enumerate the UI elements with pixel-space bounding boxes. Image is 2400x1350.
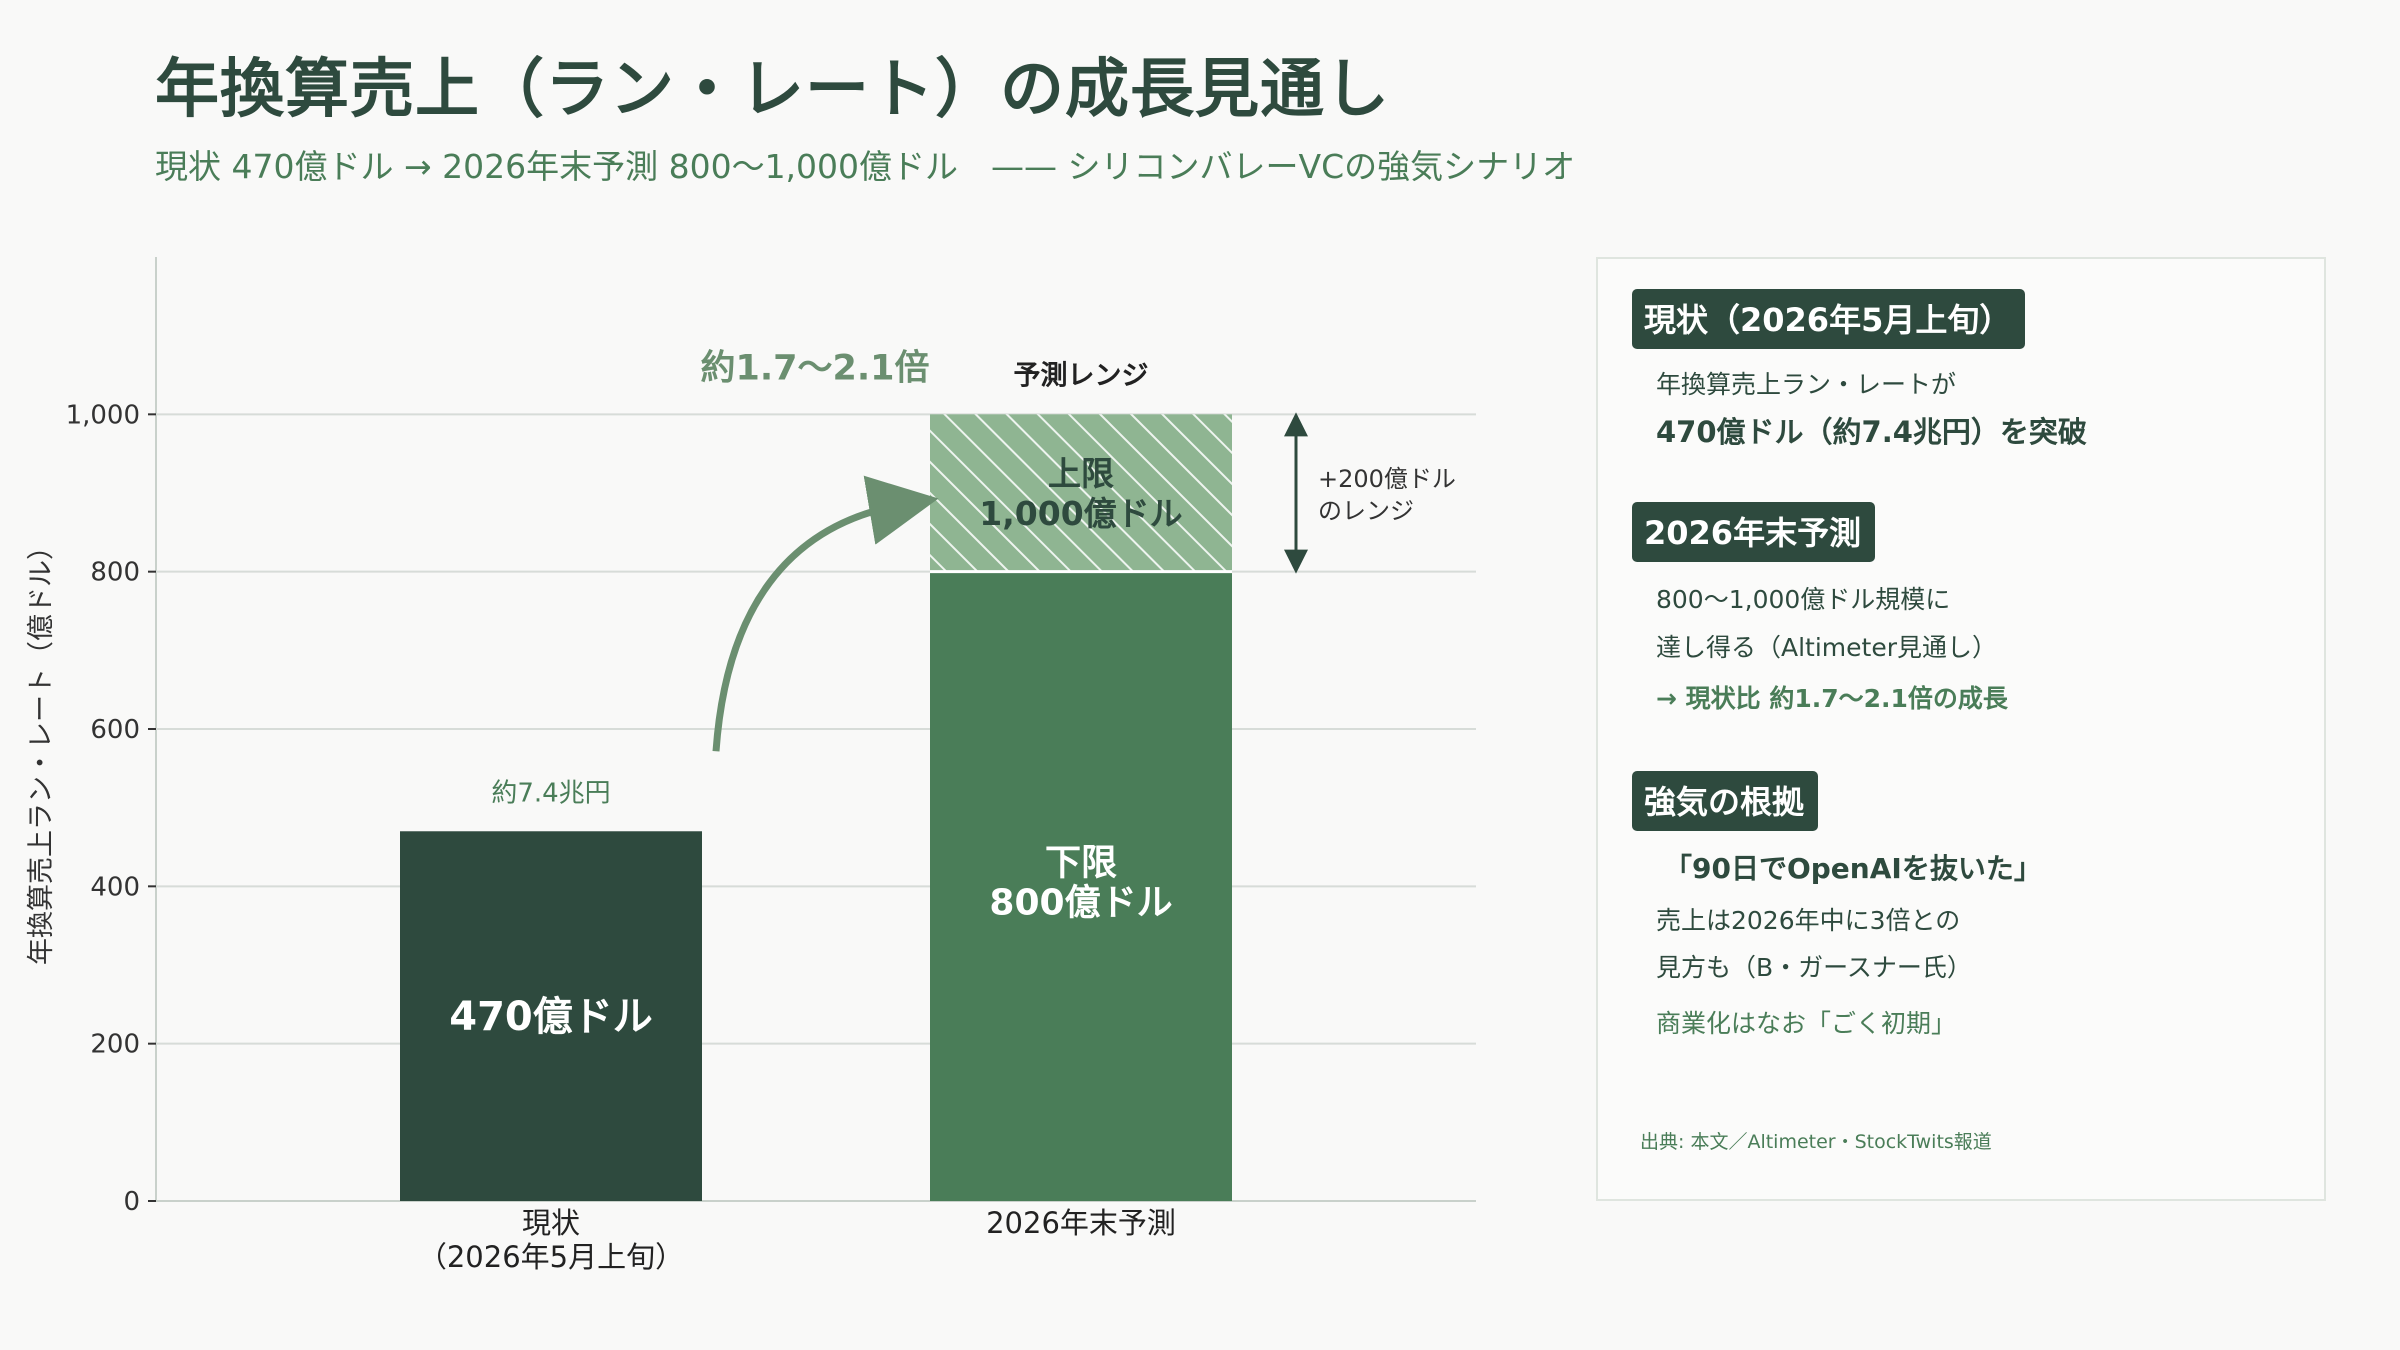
- data-label-current-yen: 約7.4兆円: [491, 778, 610, 808]
- y-tick-label: 200: [90, 1030, 140, 1060]
- section-badge-forecast: 2026年末予測: [1632, 502, 1876, 562]
- forecast-text-line-1: 800〜1,000億ドル規模に: [1656, 585, 1951, 614]
- y-axis-label: 年換算売上ラン・レート（億ドル）: [26, 533, 57, 965]
- reason-text-line-1: 売上は2026年中に3倍との: [1656, 906, 1961, 935]
- bar-forecast-range: [930, 414, 1232, 572]
- page-subtitle: 現状 470億ドル → 2026年末予測 800〜1,000億ドル —— シリコ…: [155, 147, 1576, 186]
- y-tick-label: 600: [90, 715, 140, 745]
- range-header-label: 予測レンジ: [1014, 360, 1149, 391]
- x-tick-label-current: 現状（2026年5月上旬）: [418, 1206, 684, 1274]
- growth-label: 約1.7〜2.1倍: [700, 348, 929, 388]
- page-title: 年換算売上（ラン・レート）の成長見通し: [155, 53, 1390, 127]
- source-note: 出典: 本文／Altimeter・StockTwits報道: [1640, 1131, 1992, 1153]
- forecast-text-line-3: → 現状比 約1.7〜2.1倍の成長: [1656, 684, 2008, 713]
- reason-note: 商業化はなお「ごく初期」: [1656, 1009, 1957, 1038]
- range-note-label: +200億ドルのレンジ: [1318, 465, 1456, 525]
- current-text-line-1: 年換算売上ラン・レートが: [1656, 370, 1957, 399]
- data-label-lower: 下限 800億ドル: [989, 842, 1172, 923]
- summary-panel: 現状（2026年5月上旬） 年換算売上ラン・レートが 470億ドル（約7.4兆円…: [1596, 257, 2326, 1201]
- reason-quote: 「90日でOpenAIを抜いた」: [1664, 852, 2042, 885]
- y-tick-label: 400: [90, 872, 140, 902]
- forecast-text-line-2: 達し得る（Altimeter見通し）: [1656, 633, 1997, 662]
- section-badge-current: 現状（2026年5月上旬）: [1632, 289, 2026, 349]
- data-label-upper: 上限 1,000億ドル: [979, 454, 1182, 533]
- reason-text-line-2: 見方も（B・ガースナー氏）: [1656, 953, 1972, 982]
- y-tick-label: 800: [90, 558, 140, 588]
- current-text-line-2: 470億ドル（約7.4兆円）を突破: [1656, 415, 2087, 449]
- growth-arrow: [712, 475, 939, 752]
- x-tick-label-forecast: 2026年末予測: [986, 1206, 1176, 1240]
- section-badge-reason: 強気の根拠: [1632, 771, 1819, 831]
- y-tick-label: 1,000: [66, 400, 140, 430]
- data-label-current: 470億ドル: [449, 994, 653, 1040]
- bar-current: [400, 831, 702, 1201]
- bar-forecast-lower: [930, 571, 1232, 1201]
- y-tick-label: 0: [123, 1187, 140, 1217]
